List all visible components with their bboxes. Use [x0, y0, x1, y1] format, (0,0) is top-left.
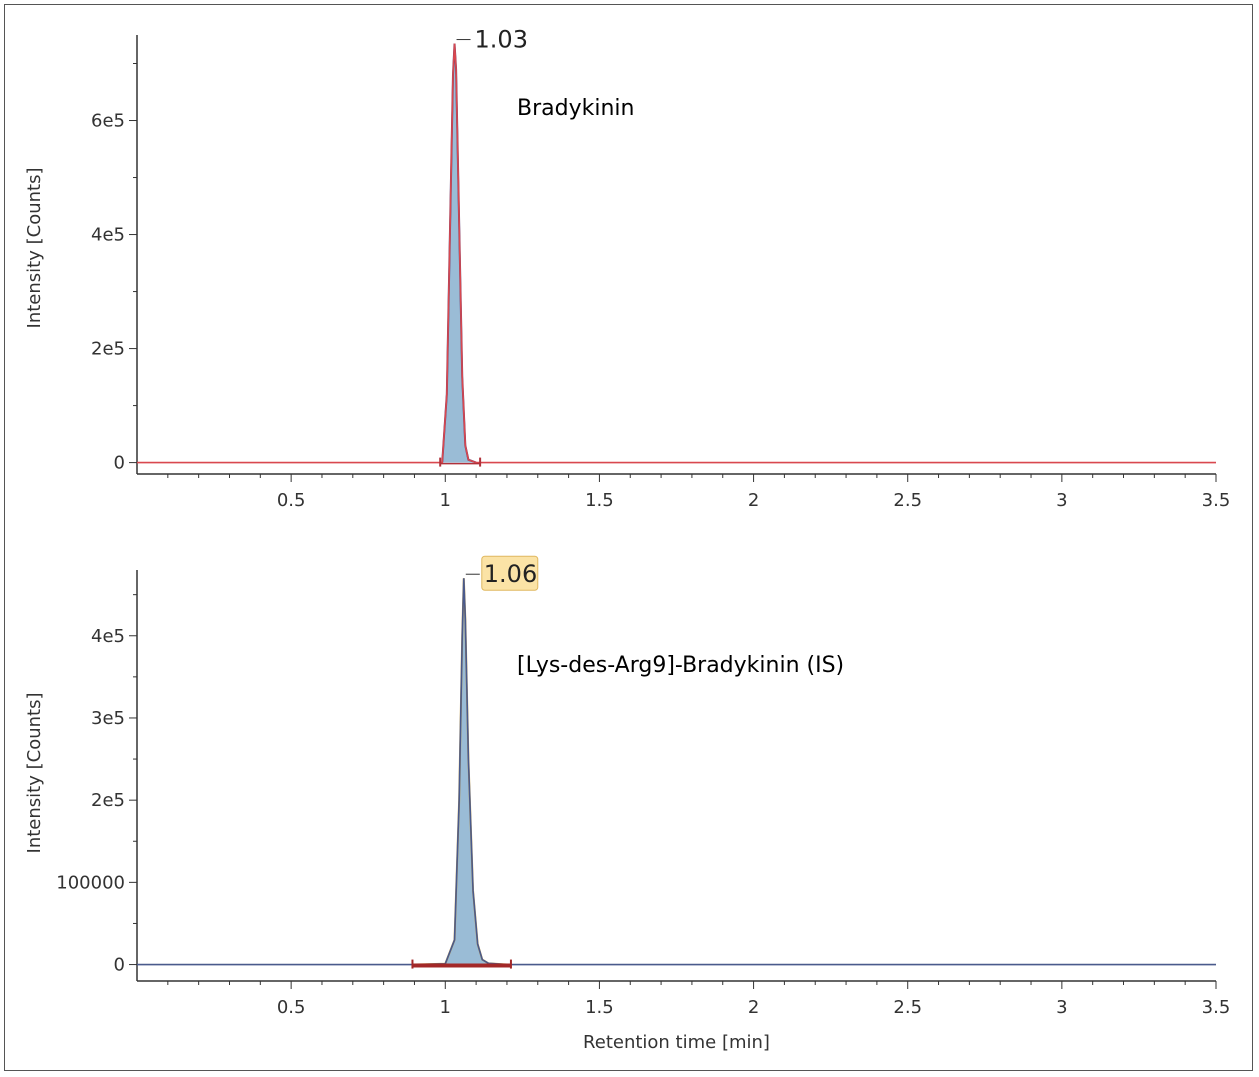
x-tick-label: 2.5 — [893, 997, 922, 1018]
y-tick-label: 2e5 — [91, 339, 125, 360]
x-tick-label: 2 — [748, 490, 759, 511]
x-tick-label: 1 — [440, 490, 451, 511]
peak-label: 1.03 — [475, 26, 528, 54]
y-tick-label: 3e5 — [91, 708, 125, 729]
chart-frame — [4, 4, 1253, 1071]
x-tick-label: 2.5 — [893, 490, 922, 511]
y-axis-title: Intensity [Counts] — [24, 693, 45, 854]
y-tick-label: 0 — [114, 955, 125, 976]
y-tick-label: 4e5 — [91, 225, 125, 246]
x-tick-label: 0.5 — [277, 997, 306, 1018]
y-axis-title: Intensity [Counts] — [24, 168, 45, 329]
x-tick-label: 1.5 — [585, 490, 614, 511]
y-tick-label: 4e5 — [91, 626, 125, 647]
peak-label: 1.06 — [484, 560, 537, 588]
x-tick-label: 2 — [748, 997, 759, 1018]
y-tick-label: 2e5 — [91, 790, 125, 811]
x-axis-title: Retention time [min] — [583, 1032, 770, 1053]
x-tick-label: 3 — [1056, 997, 1067, 1018]
x-tick-label: 1 — [440, 997, 451, 1018]
compound-annotation: Bradykinin — [517, 96, 634, 121]
series-line — [137, 578, 1216, 966]
chart-panel-2: 0.5 1 1.5 2 2.5 3 3.5 0 100000 2e5 3e5 4e5 Intensity… — [24, 555, 1231, 1053]
x-tick-label: 3.5 — [1202, 997, 1231, 1018]
peak-label-box — [481, 555, 539, 591]
x-tick-label: 3 — [1056, 490, 1067, 511]
y-tick-label: 0 — [114, 453, 125, 474]
compound-annotation: [Lys-des-Arg9]-Bradykinin (IS) — [517, 653, 844, 678]
y-tick-label: 100000 — [56, 872, 125, 893]
x-tick-label: 3.5 — [1202, 490, 1231, 511]
x-tick-label: 0.5 — [277, 490, 306, 511]
chart-panel-1: 0.5 1 1.5 2 2.5 3 3.5 0 2e5 4e5 6e5 Intensity [Coun… — [24, 26, 1230, 511]
y-tick-label: 6e5 — [91, 111, 125, 132]
peak-fill-area — [414, 578, 507, 965]
series-line — [137, 43, 1216, 464]
x-tick-label: 1.5 — [585, 997, 614, 1018]
